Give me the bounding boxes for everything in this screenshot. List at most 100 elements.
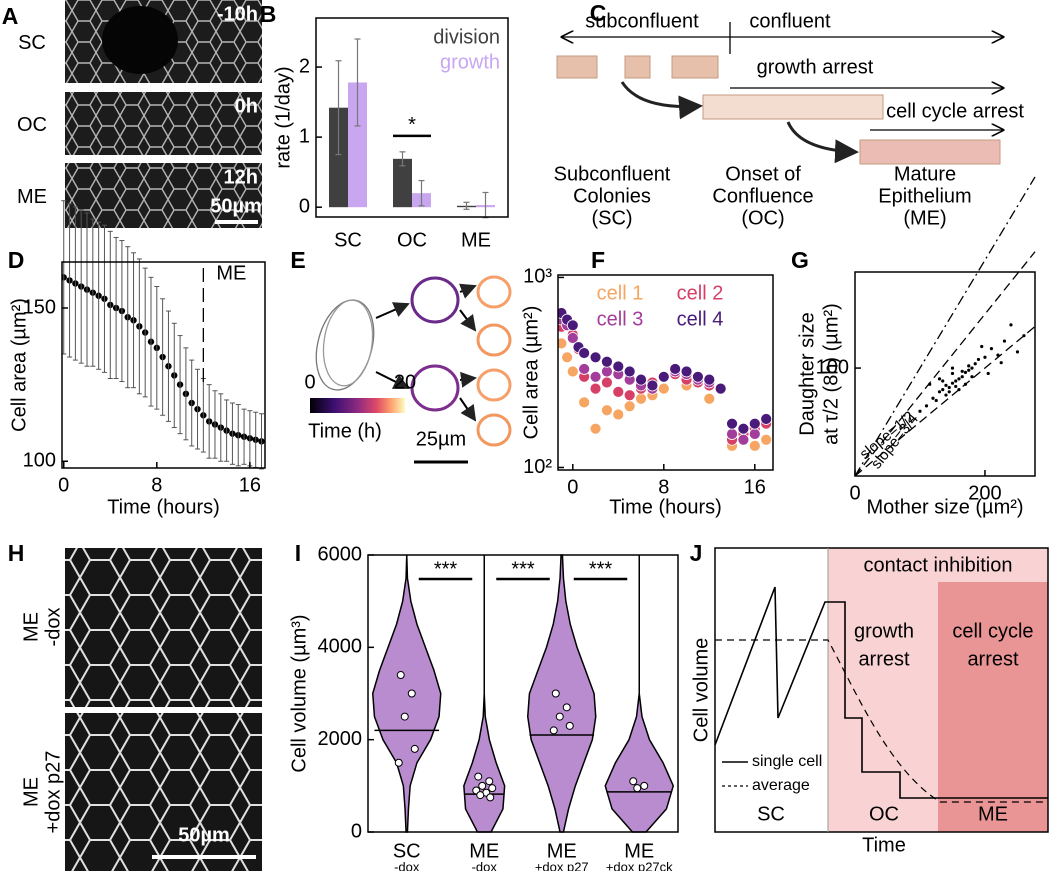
data-point — [407, 689, 416, 698]
point — [703, 392, 716, 405]
x-tick-sublabel: +dox p27 — [535, 859, 589, 871]
point — [726, 428, 738, 440]
point — [612, 408, 625, 421]
y-tick-label: 2 — [299, 55, 310, 77]
image-label: +dox p27 — [42, 751, 64, 834]
phase-label: SC — [757, 803, 785, 825]
stage-label: (OC) — [741, 207, 784, 229]
axes-frame — [557, 274, 774, 471]
panel-label: D — [8, 247, 25, 273]
arrow — [459, 371, 477, 388]
point — [967, 364, 971, 368]
region-label: growth — [854, 620, 914, 642]
band-label: contact inhibition — [864, 554, 1013, 576]
violin — [371, 554, 442, 833]
micrograph — [65, 163, 262, 228]
data-point — [562, 703, 571, 712]
point — [714, 382, 727, 395]
panel-label: J — [690, 540, 703, 566]
point — [980, 344, 984, 349]
phase-label: OC — [869, 803, 899, 825]
marker-label: ME — [216, 262, 246, 284]
data-point — [400, 712, 409, 721]
point — [947, 390, 951, 394]
me-region — [938, 582, 1048, 832]
point — [950, 381, 955, 385]
axes-frame — [315, 17, 509, 218]
point — [623, 400, 636, 413]
data-point — [488, 784, 497, 793]
point — [566, 319, 579, 332]
axes-frame — [61, 261, 266, 469]
y-tick-label: 0 — [299, 195, 310, 217]
mother-outline — [322, 299, 374, 387]
point — [960, 369, 964, 373]
data-point — [640, 781, 649, 790]
point — [760, 413, 773, 425]
granddaughter-outline — [476, 323, 512, 357]
panel-label: H — [8, 540, 25, 566]
mean-point — [62, 274, 67, 281]
y-tick-label: 6000 — [318, 543, 363, 565]
axes-frame — [367, 554, 679, 833]
point — [924, 404, 929, 408]
arrest-label: growth arrest — [757, 56, 874, 78]
confluent-sheet — [702, 94, 884, 120]
x-tick-label: 0 — [567, 476, 578, 498]
point — [657, 382, 670, 395]
point — [635, 392, 647, 405]
y-axis-label: Daughter size — [796, 312, 818, 435]
data-point — [565, 721, 574, 730]
panel-label: I — [295, 540, 301, 566]
cell-group — [671, 55, 719, 79]
y-tick-label: 150 — [23, 296, 56, 318]
micrograph — [65, 92, 262, 155]
violin — [604, 555, 675, 833]
point — [589, 370, 602, 383]
x-axis-label: Time (hours) — [609, 496, 722, 518]
panel-j: contact inhibition growth arrest cell cy… — [690, 547, 1049, 856]
x-axis-label: Time (hours) — [107, 496, 220, 518]
point — [1015, 350, 1020, 354]
point — [566, 332, 579, 344]
x-tick-label: OC — [397, 229, 427, 251]
granddaughter-outline — [476, 413, 512, 447]
point — [760, 433, 773, 446]
point — [726, 417, 738, 430]
time-label: 12h — [224, 166, 258, 188]
stage-label: Confluence — [712, 185, 813, 207]
panel-label: C — [590, 0, 607, 26]
x-tick-label: 0 — [849, 482, 860, 504]
arrow — [459, 397, 477, 422]
arrow — [375, 371, 410, 389]
legend-label: cell 3 — [597, 308, 644, 330]
arrow — [459, 309, 477, 332]
slope-line — [854, 251, 1036, 477]
stage-label: Onset of — [725, 163, 801, 185]
point — [623, 365, 636, 378]
data-point — [629, 777, 638, 786]
point — [976, 357, 981, 362]
point — [967, 368, 971, 372]
panel-label: F — [591, 247, 605, 273]
image-label: ME — [20, 612, 42, 642]
panel-a-images — [65, 0, 262, 228]
stage-label: Mature — [894, 163, 956, 185]
point — [944, 383, 948, 387]
stage-label: Epithelium — [878, 185, 971, 207]
x-tick-label: 0 — [58, 474, 69, 496]
region-label: arrest — [858, 648, 910, 670]
colorbar — [310, 398, 405, 413]
y-tick-label: 100 — [23, 450, 56, 472]
panel-e-cells — [315, 275, 512, 464]
colony-gap — [102, 6, 178, 74]
point — [999, 361, 1003, 365]
data-point — [396, 671, 405, 680]
point — [601, 404, 613, 417]
point — [558, 337, 568, 350]
slope-line — [854, 176, 1036, 477]
data-point — [633, 784, 642, 793]
legend-label: division — [433, 26, 500, 48]
row-label: SC — [18, 32, 46, 54]
point — [970, 375, 974, 379]
